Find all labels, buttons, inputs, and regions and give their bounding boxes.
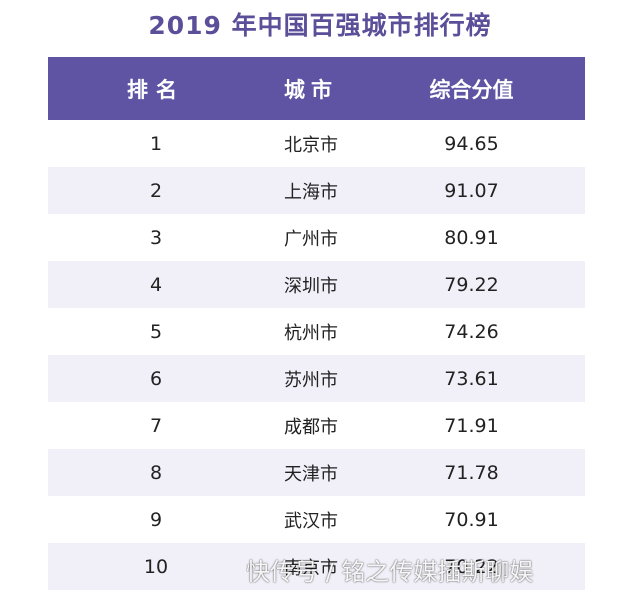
cell-score: 70.22 (444, 555, 499, 578)
cell-score: 74.26 (444, 320, 499, 343)
ranking-table: 排名 城市 综合分值 1 北京市 94.65 2 上海市 91.07 3 广州市… (48, 57, 585, 590)
table-row: 1 北京市 94.65 (48, 120, 585, 167)
cell-score: 94.65 (444, 132, 499, 155)
table-row: 10 南京市 70.22 (48, 543, 585, 590)
cell-city: 北京市 (284, 134, 338, 156)
cell-city: 杭州市 (284, 322, 338, 344)
table-row: 7 成都市 71.91 (48, 402, 585, 449)
table-row: 3 广州市 80.91 (48, 214, 585, 261)
table-row: 8 天津市 71.78 (48, 449, 585, 496)
cell-rank: 2 (149, 179, 163, 202)
table-row: 4 深圳市 79.22 (48, 261, 585, 308)
cell-score: 73.61 (444, 367, 499, 390)
table-row: 9 武汉市 70.91 (48, 496, 585, 543)
cell-city: 南京市 (284, 557, 338, 579)
cell-score: 79.22 (444, 273, 499, 296)
page-title: 2019 年中国百强城市排行榜 (148, 11, 492, 40)
cell-score: 71.91 (444, 414, 499, 437)
cell-city: 上海市 (284, 181, 338, 203)
cell-rank: 6 (149, 367, 163, 390)
watermark-text: 快传号 / 铭之传媒插斯聊娱 (246, 558, 534, 586)
table-header: 排名 城市 综合分值 (48, 57, 585, 120)
cell-rank: 10 (143, 555, 169, 578)
cell-score: 91.07 (444, 179, 499, 202)
cell-rank: 3 (149, 226, 163, 249)
cell-score: 70.91 (444, 508, 499, 531)
table-row: 6 苏州市 73.61 (48, 355, 585, 402)
header-score: 综合分值 (429, 77, 514, 102)
cell-rank: 9 (149, 508, 163, 531)
cell-city: 成都市 (284, 416, 338, 438)
cell-score: 80.91 (444, 226, 499, 249)
cell-rank: 1 (149, 132, 163, 155)
cell-rank: 8 (149, 461, 163, 484)
cell-rank: 4 (149, 273, 163, 296)
cell-score: 71.78 (444, 461, 499, 484)
table-row: 5 杭州市 74.26 (48, 308, 585, 355)
cell-city: 武汉市 (284, 510, 338, 532)
cell-city: 广州市 (284, 228, 338, 250)
cell-city: 深圳市 (284, 275, 338, 297)
cell-city: 苏州市 (284, 369, 338, 391)
cell-city: 天津市 (284, 463, 338, 485)
table-row: 2 上海市 91.07 (48, 167, 585, 214)
cell-rank: 5 (149, 320, 163, 343)
cell-rank: 7 (149, 414, 163, 437)
header-rank: 排名 (127, 77, 185, 102)
header-city: 城市 (284, 77, 338, 102)
